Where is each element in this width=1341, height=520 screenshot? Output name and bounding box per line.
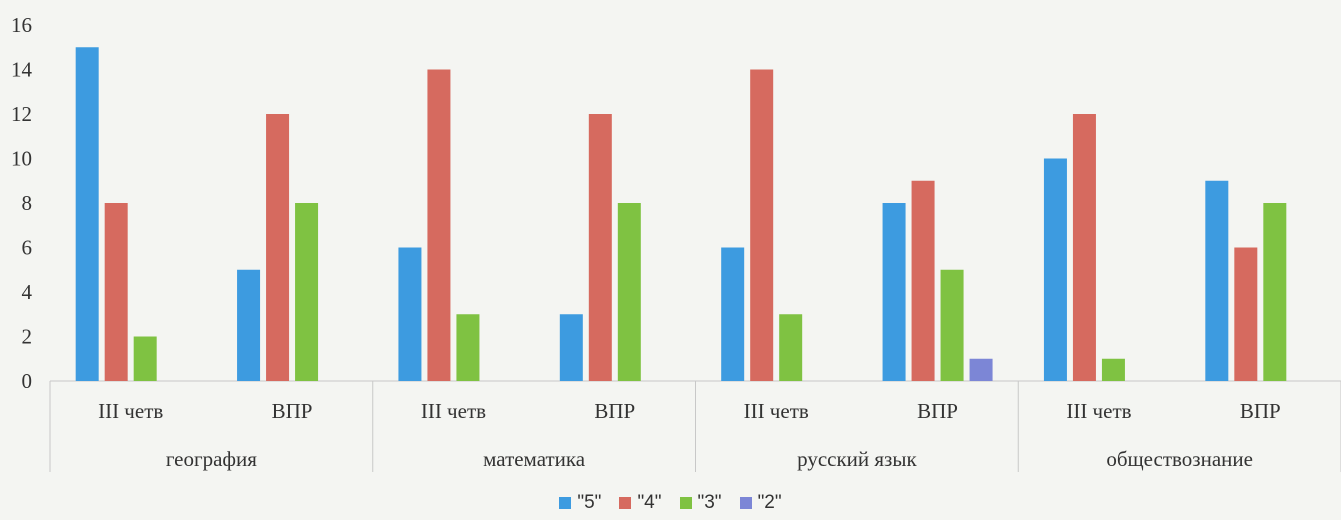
x-tick-label: III четв [98, 399, 163, 423]
bar [559, 314, 583, 381]
bar [1072, 114, 1096, 381]
y-tick-label: 12 [11, 102, 32, 126]
group-label: обществознание [1106, 447, 1253, 471]
y-tick-label: 4 [22, 280, 33, 304]
bar [940, 269, 964, 381]
bar [1205, 180, 1229, 381]
legend-swatch [739, 497, 752, 509]
bar [456, 314, 480, 381]
group-label: математика [483, 447, 586, 471]
y-tick-label: 6 [22, 236, 33, 260]
bar [779, 314, 803, 381]
y-tick-label: 14 [11, 58, 33, 82]
bar [617, 203, 641, 381]
y-tick-label: 0 [22, 369, 33, 393]
bar [969, 358, 993, 381]
bar [1263, 203, 1287, 381]
bar [295, 203, 319, 381]
legend-label: "3" [697, 492, 722, 513]
legend-label: "4" [637, 492, 662, 513]
x-tick-label: ВПР [917, 399, 958, 423]
legend-item: "2" [739, 492, 782, 514]
x-tick-label: III четв [421, 399, 486, 423]
bar [1043, 158, 1067, 381]
x-tick-label: III четв [744, 399, 809, 423]
bar [266, 114, 290, 381]
legend-swatch [619, 497, 632, 509]
y-tick-label: 8 [22, 191, 33, 215]
bar [104, 203, 128, 381]
x-tick-label: III четв [1066, 399, 1131, 423]
legend-swatch [559, 497, 572, 509]
bar [1234, 247, 1258, 381]
group-label: русский язык [797, 447, 917, 471]
legend-swatch [679, 497, 692, 509]
bar [237, 269, 261, 381]
legend-label: "2" [757, 492, 782, 513]
bar [721, 247, 745, 381]
bar [398, 247, 422, 381]
bar [133, 336, 157, 381]
legend-item: "5" [559, 492, 601, 514]
legend-label: "5" [577, 492, 602, 513]
bar [1101, 358, 1125, 381]
bar [427, 69, 451, 381]
chart-legend: "5" "4" "3" "2" [0, 492, 1341, 514]
y-tick-label: 16 [11, 13, 32, 37]
bar [882, 203, 906, 381]
y-tick-label: 2 [22, 325, 33, 349]
x-tick-label: ВПР [272, 399, 313, 423]
x-tick-label: ВПР [594, 399, 635, 423]
bar [911, 180, 935, 381]
bar [75, 47, 99, 381]
y-tick-label: 10 [11, 147, 32, 171]
legend-item: "3" [679, 492, 722, 514]
group-label: география [166, 447, 257, 471]
bar [750, 69, 774, 381]
bar [588, 114, 612, 381]
x-tick-label: ВПР [1240, 399, 1281, 423]
legend-item: "4" [619, 492, 662, 514]
